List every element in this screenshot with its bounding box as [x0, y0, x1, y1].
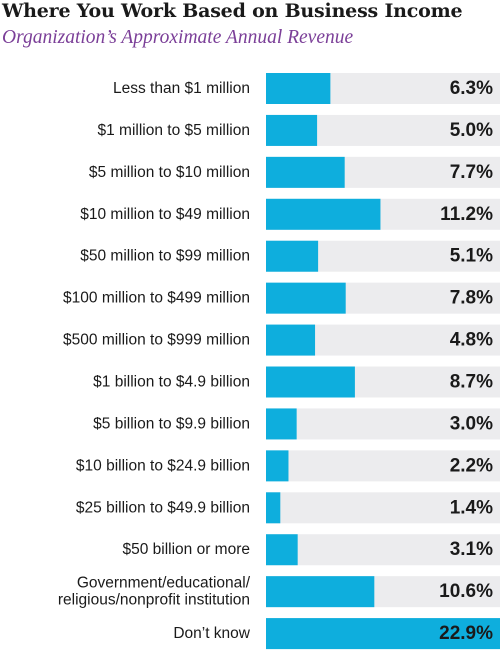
chart-subtitle: Organization’s Approximate Annual Revenu… [2, 27, 354, 48]
category-label: $50 million to $99 million [80, 248, 250, 265]
category-label: $1 billion to $4.9 billion [93, 374, 250, 391]
bar-track [266, 408, 500, 440]
category-label: $100 million to $499 million [63, 290, 250, 307]
value-label: 8.7% [450, 372, 493, 393]
bar [266, 408, 297, 440]
category-label: $1 million to $5 million [98, 122, 251, 139]
bar [266, 240, 319, 272]
bar [266, 450, 289, 482]
category-label: $10 million to $49 million [80, 206, 250, 223]
category-label: $5 million to $10 million [89, 164, 250, 181]
bar-track [266, 492, 500, 524]
category-label: $5 billion to $9.9 billion [93, 415, 250, 432]
value-label: 3.1% [450, 539, 493, 560]
value-label: 10.6% [439, 581, 493, 602]
value-label: 7.7% [450, 162, 493, 183]
category-label: $25 billion to $49.9 billion [76, 499, 250, 516]
value-label: 11.2% [440, 204, 493, 225]
category-label: Less than $1 million [113, 80, 250, 97]
bar [266, 198, 381, 230]
value-label: 5.1% [450, 246, 493, 267]
value-label: 22.9% [439, 623, 493, 644]
category-label: religious/nonprofit institution [58, 592, 250, 609]
chart-title: Where You Work Based on Business Income [2, 0, 463, 22]
value-label: 2.2% [450, 455, 493, 476]
value-label: 4.8% [450, 330, 493, 351]
value-label: 7.8% [450, 288, 493, 309]
value-label: 1.4% [450, 497, 493, 518]
bar [266, 534, 298, 566]
category-label: $10 billion to $24.9 billion [76, 457, 250, 474]
bar [266, 73, 331, 104]
bar [266, 324, 316, 356]
value-label: 5.0% [450, 120, 493, 141]
category-label: Don’t know [173, 625, 250, 642]
bar [266, 282, 346, 314]
category-label: Government/educational/ [77, 575, 251, 592]
bar-track [266, 450, 500, 482]
category-label: $50 billion or more [122, 541, 250, 558]
value-label: 6.3% [450, 78, 493, 99]
value-label: 3.0% [450, 413, 493, 434]
bar [266, 576, 375, 608]
category-label: $500 million to $999 million [63, 332, 250, 349]
bar [266, 156, 345, 188]
bar-track [266, 534, 500, 566]
bar [266, 492, 281, 524]
bar [266, 366, 355, 398]
bar [266, 618, 500, 650]
bar [266, 114, 318, 146]
